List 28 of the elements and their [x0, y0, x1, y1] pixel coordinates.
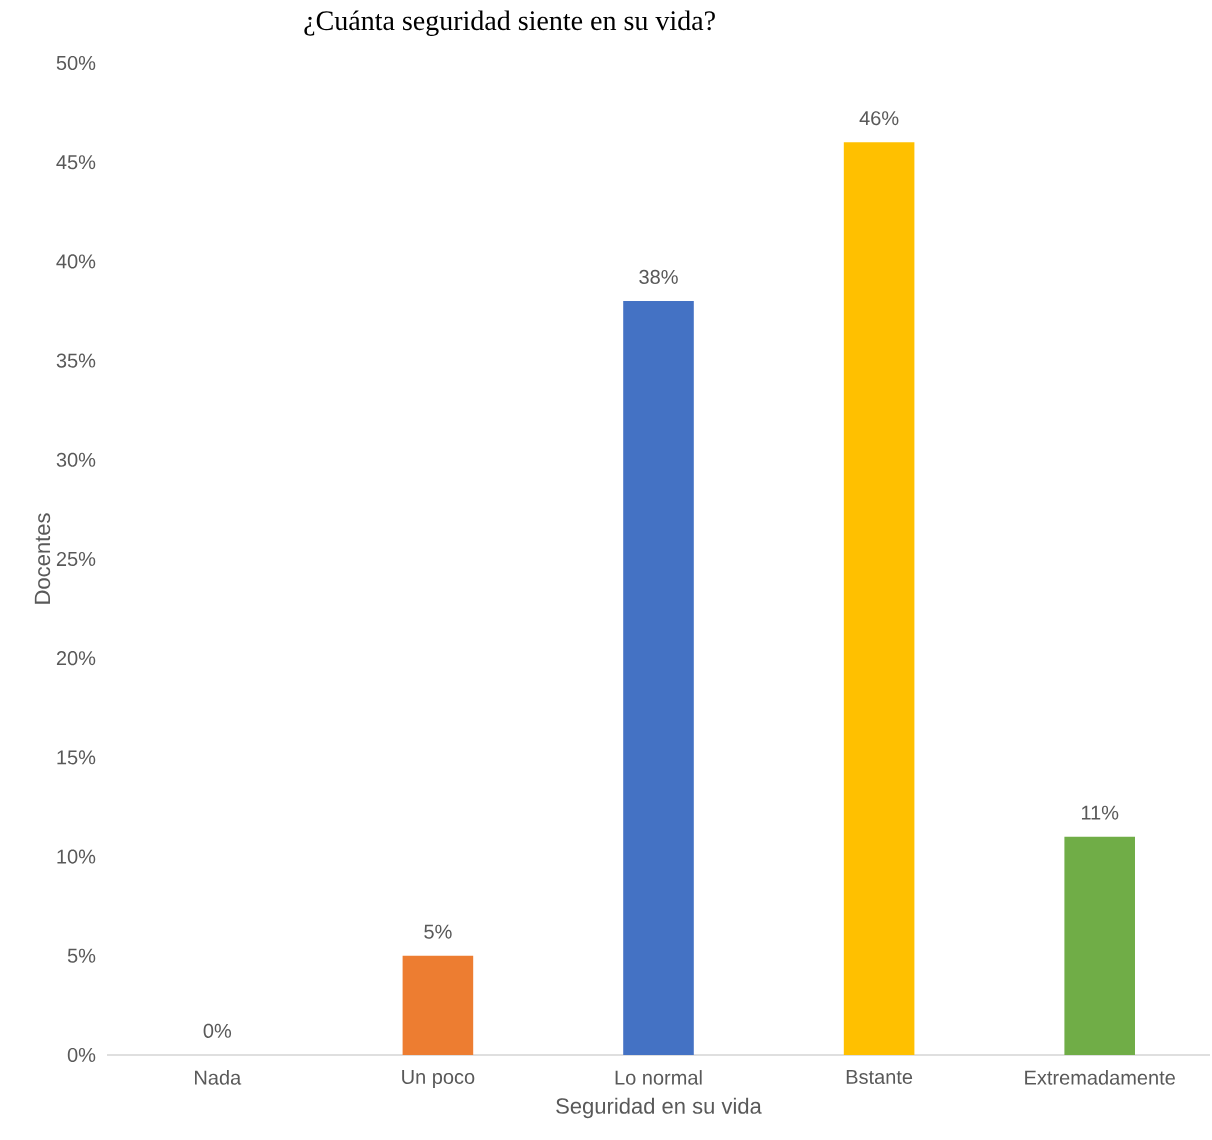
- data-label: 0%: [203, 1023, 232, 1038]
- y-axis-title: Docentes: [34, 513, 51, 604]
- y-tick-label: 30%: [56, 452, 96, 467]
- y-tick-label: 25%: [56, 551, 96, 567]
- y-tick-label: 10%: [57, 849, 96, 864]
- x-tick-label: Nada: [195, 1070, 242, 1085]
- y-tick-label: 50%: [56, 55, 96, 71]
- y-tick-label: 15%: [57, 750, 96, 765]
- y-tick-label: 40%: [56, 254, 96, 269]
- bar: [843, 142, 915, 1055]
- bar: [1064, 836, 1135, 1055]
- data-label: 46%: [859, 111, 899, 126]
- x-tick-label: Un poco: [402, 1070, 475, 1088]
- data-label: 5%: [424, 924, 452, 939]
- y-tick-label: 35%: [56, 353, 96, 368]
- y-tick-label: 5%: [67, 948, 96, 963]
- x-tick-label: Bstante: [846, 1070, 913, 1084]
- y-tick-label: 20%: [56, 651, 96, 666]
- x-tick-label: Extremadamente: [1025, 1070, 1175, 1085]
- bar: [402, 955, 474, 1055]
- data-label: 38%: [639, 269, 678, 284]
- data-label: 11%: [1081, 805, 1119, 820]
- y-tick-label: 0%: [67, 1047, 96, 1063]
- chart-title: ¿Cuánta seguridad siente en su vida?: [304, 10, 715, 36]
- bar: [623, 301, 694, 1055]
- x-tick-label: Lo normal: [615, 1070, 702, 1085]
- y-tick-label: 45%: [56, 155, 96, 170]
- x-axis-title: Seguridad en su vida: [556, 1097, 762, 1119]
